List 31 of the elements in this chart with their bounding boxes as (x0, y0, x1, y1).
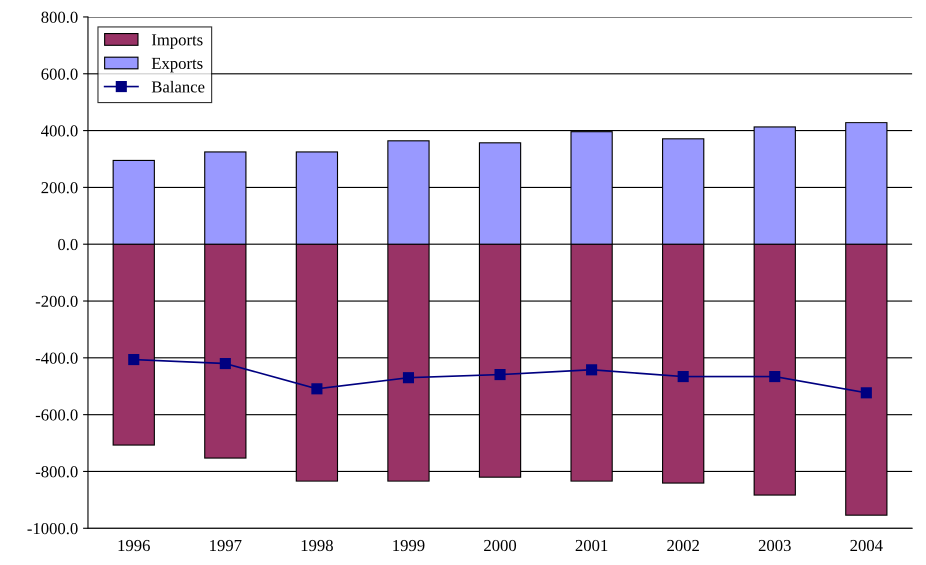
x-tick-label: 1997 (210, 540, 242, 552)
legend-label: Balance (152, 80, 204, 93)
y-tick-label: 0.0 (58, 238, 78, 250)
x-tick-label: 1999 (393, 540, 424, 552)
x-tick-label: 1996 (118, 540, 150, 552)
y-tick-label: -800.0 (36, 466, 78, 478)
y-tick-label: -1000.0 (27, 522, 78, 534)
y-tick-label: 200.0 (41, 182, 78, 194)
point (769, 371, 780, 382)
x-tick-label: 2004 (850, 540, 883, 552)
x-tick-label: 2000 (484, 540, 516, 552)
x-tick-label: 2002 (667, 540, 699, 552)
point (220, 358, 231, 370)
x-tick-label: 1998 (302, 540, 333, 552)
legend-label: Exports (152, 58, 203, 72)
point (402, 372, 414, 384)
x-tick-label: 2003 (758, 540, 791, 552)
point (128, 354, 140, 366)
point (311, 383, 322, 394)
point (860, 387, 872, 398)
point (494, 369, 506, 380)
y-tick-label: -200.0 (36, 296, 78, 308)
y-tick-label: -600.0 (36, 409, 78, 421)
y-tick-label: -400.0 (36, 352, 78, 364)
legend-label: Imports (152, 34, 203, 49)
x-tick-label: 2001 (576, 540, 608, 552)
point (678, 371, 689, 382)
y-tick-label: 600.0 (41, 68, 78, 80)
y-tick-label: 800.0 (41, 12, 78, 23)
y-tick-label: 400.0 (41, 125, 78, 137)
point (586, 364, 598, 376)
